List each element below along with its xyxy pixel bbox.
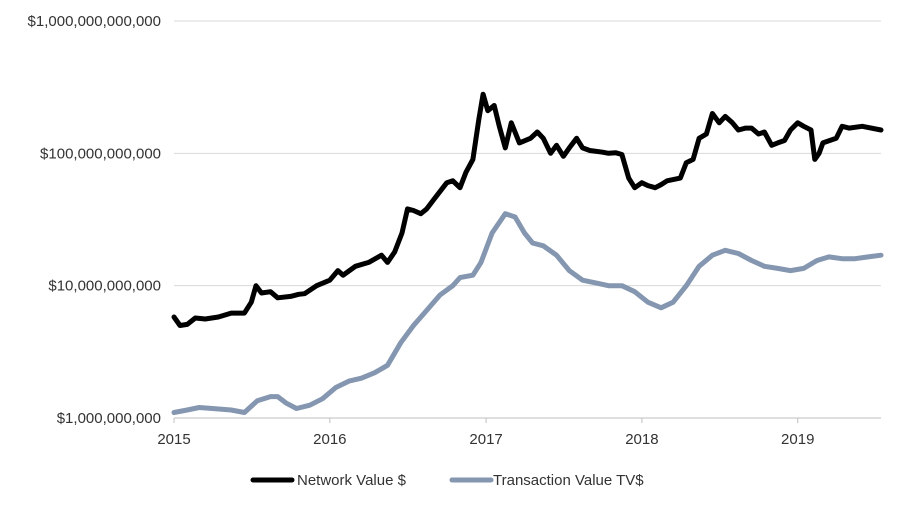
x-tick-label: 2017 xyxy=(469,431,502,448)
x-tick-label: 2019 xyxy=(781,431,814,448)
y-tick-label: $10,000,000,000 xyxy=(48,278,161,295)
y-tick-label: $100,000,000,000 xyxy=(40,145,161,162)
x-tick-label: 2016 xyxy=(313,431,346,448)
series-line-1 xyxy=(171,211,884,415)
x-axis: 2015 2016 2017 2018 2019 xyxy=(157,417,881,448)
y-tick-label: $1,000,000,000 xyxy=(57,410,161,427)
series-lines xyxy=(171,91,884,415)
y-tick-label: $1,000,000,000,000 xyxy=(28,13,161,30)
legend: Network Value $ Transaction Value TV$ xyxy=(250,472,644,489)
legend-label: Network Value $ xyxy=(297,472,407,489)
legend-label: Transaction Value TV$ xyxy=(493,472,644,489)
gridlines xyxy=(174,20,881,287)
series-line-0 xyxy=(171,91,884,328)
y-axis-tick-labels: $1,000,000,000 $10,000,000,000 $100,000,00… xyxy=(28,13,161,427)
x-tick-label: 2018 xyxy=(625,431,658,448)
x-tick-label: 2015 xyxy=(157,431,190,448)
